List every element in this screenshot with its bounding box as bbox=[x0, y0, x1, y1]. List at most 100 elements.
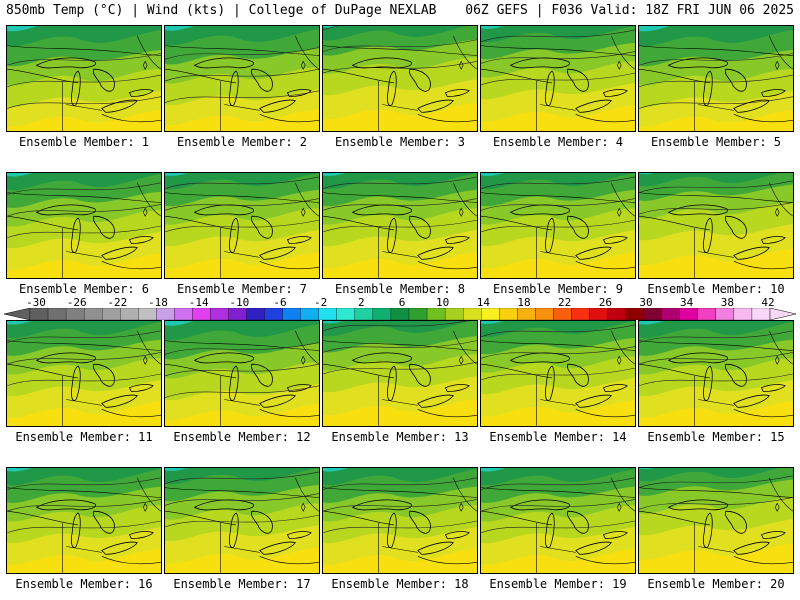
colorbar-tick-label: -30 bbox=[26, 296, 46, 309]
isotherm-contour bbox=[481, 499, 635, 512]
isotherm-contour bbox=[481, 520, 635, 534]
political-border bbox=[611, 330, 635, 365]
great-lake-outline bbox=[228, 70, 239, 106]
island-marker bbox=[300, 355, 306, 365]
colorbar-swatch bbox=[192, 308, 211, 320]
island-marker bbox=[458, 502, 464, 512]
colorbar-tick-label: 42 bbox=[761, 296, 775, 309]
colorbar-swatch bbox=[625, 308, 644, 320]
political-border bbox=[295, 182, 319, 217]
island-marker bbox=[300, 207, 306, 217]
political-border bbox=[7, 363, 79, 379]
great-lake-outline bbox=[286, 89, 312, 98]
colorbar-swatch bbox=[318, 308, 337, 320]
political-border bbox=[323, 510, 395, 526]
ensemble-member-label: Ensemble Member: 8 bbox=[334, 282, 466, 296]
political-border bbox=[7, 68, 79, 84]
political-border bbox=[382, 399, 418, 406]
temperature-band bbox=[481, 468, 635, 472]
isotherm-contour bbox=[7, 373, 161, 387]
great-lake-outline bbox=[228, 365, 239, 401]
great-lake-outline bbox=[286, 384, 312, 393]
great-lake-outline bbox=[409, 510, 431, 534]
temperature-band bbox=[7, 321, 161, 339]
colorbar-swatch bbox=[481, 308, 500, 320]
political-border bbox=[323, 340, 477, 351]
colorbar-arrow-left bbox=[4, 308, 31, 320]
political-border bbox=[417, 261, 477, 270]
colorbar-swatch bbox=[282, 308, 301, 320]
colorbar-tick-label: 26 bbox=[598, 296, 612, 309]
great-lake-outline bbox=[567, 68, 589, 92]
colorbar-tick-label: 2 bbox=[358, 296, 365, 309]
isotherm-contour bbox=[323, 321, 468, 332]
political-border bbox=[137, 182, 161, 217]
great-lake-outline bbox=[101, 246, 138, 260]
isotherm-contour bbox=[165, 219, 319, 233]
political-border bbox=[7, 192, 161, 203]
great-lake-outline bbox=[409, 215, 431, 239]
political-border bbox=[639, 192, 793, 203]
temperature-band bbox=[165, 321, 319, 326]
political-border bbox=[453, 35, 477, 70]
political-border bbox=[101, 114, 161, 123]
political-border bbox=[639, 487, 793, 498]
colorbar-swatch bbox=[463, 308, 482, 320]
isotherm-contour bbox=[639, 497, 793, 510]
temperature-band bbox=[165, 26, 319, 46]
island-marker bbox=[774, 60, 780, 70]
island-marker bbox=[142, 60, 148, 70]
ensemble-member-map bbox=[480, 467, 636, 574]
political-border bbox=[575, 556, 635, 565]
colorbar-swatch bbox=[535, 308, 554, 320]
temperature-band bbox=[481, 173, 635, 176]
isotherm-contour bbox=[165, 342, 319, 355]
temperature-band bbox=[165, 173, 319, 190]
great-lake-outline bbox=[417, 394, 454, 408]
isotherm-contour bbox=[323, 219, 477, 233]
political-border bbox=[224, 251, 260, 258]
ensemble-member-label: Ensemble Member: 2 bbox=[176, 135, 308, 149]
isotherm-contour bbox=[165, 198, 319, 211]
great-lake-outline bbox=[228, 217, 239, 253]
isotherm-contour bbox=[7, 499, 161, 512]
great-lake-outline bbox=[602, 531, 628, 540]
political-border bbox=[323, 215, 395, 231]
colorbar-swatch bbox=[733, 308, 753, 320]
colorbar-swatch bbox=[426, 308, 446, 320]
political-border bbox=[639, 340, 793, 351]
isotherm-contour bbox=[323, 520, 477, 534]
temperature-band bbox=[481, 173, 635, 190]
temperature-band bbox=[165, 26, 319, 31]
isotherm-contour bbox=[165, 385, 319, 398]
colorbar-swatch bbox=[29, 308, 49, 320]
ensemble-member-map bbox=[164, 467, 320, 574]
isotherm-contour bbox=[7, 204, 161, 217]
political-border bbox=[323, 192, 477, 203]
great-lake-outline bbox=[575, 99, 612, 113]
isotherm-contour bbox=[481, 51, 635, 64]
great-lake-outline bbox=[667, 499, 728, 511]
temperature-band bbox=[639, 26, 793, 47]
isotherm-contour bbox=[165, 47, 319, 60]
political-border bbox=[639, 215, 711, 231]
great-lake-outline bbox=[35, 352, 96, 364]
great-lake-outline bbox=[101, 394, 138, 408]
isotherm-contour bbox=[481, 198, 635, 211]
ensemble-member-label: Ensemble Member: 14 bbox=[489, 430, 627, 444]
colorbar-tick-label: 6 bbox=[398, 296, 406, 309]
great-lake-outline bbox=[386, 70, 397, 106]
great-lake-outline bbox=[575, 246, 612, 260]
temperature-band bbox=[165, 468, 319, 471]
great-lake-outline bbox=[409, 363, 431, 387]
isotherm-contour bbox=[165, 90, 319, 103]
political-border bbox=[165, 45, 319, 56]
ensemble-member-map bbox=[164, 320, 320, 427]
colorbar-tick-label: 14 bbox=[476, 296, 490, 309]
great-lake-outline bbox=[444, 531, 470, 540]
political-border bbox=[7, 487, 161, 498]
great-lake-outline bbox=[602, 384, 628, 393]
isotherm-contour bbox=[639, 202, 793, 215]
island-marker bbox=[616, 60, 622, 70]
island-marker bbox=[458, 60, 464, 70]
